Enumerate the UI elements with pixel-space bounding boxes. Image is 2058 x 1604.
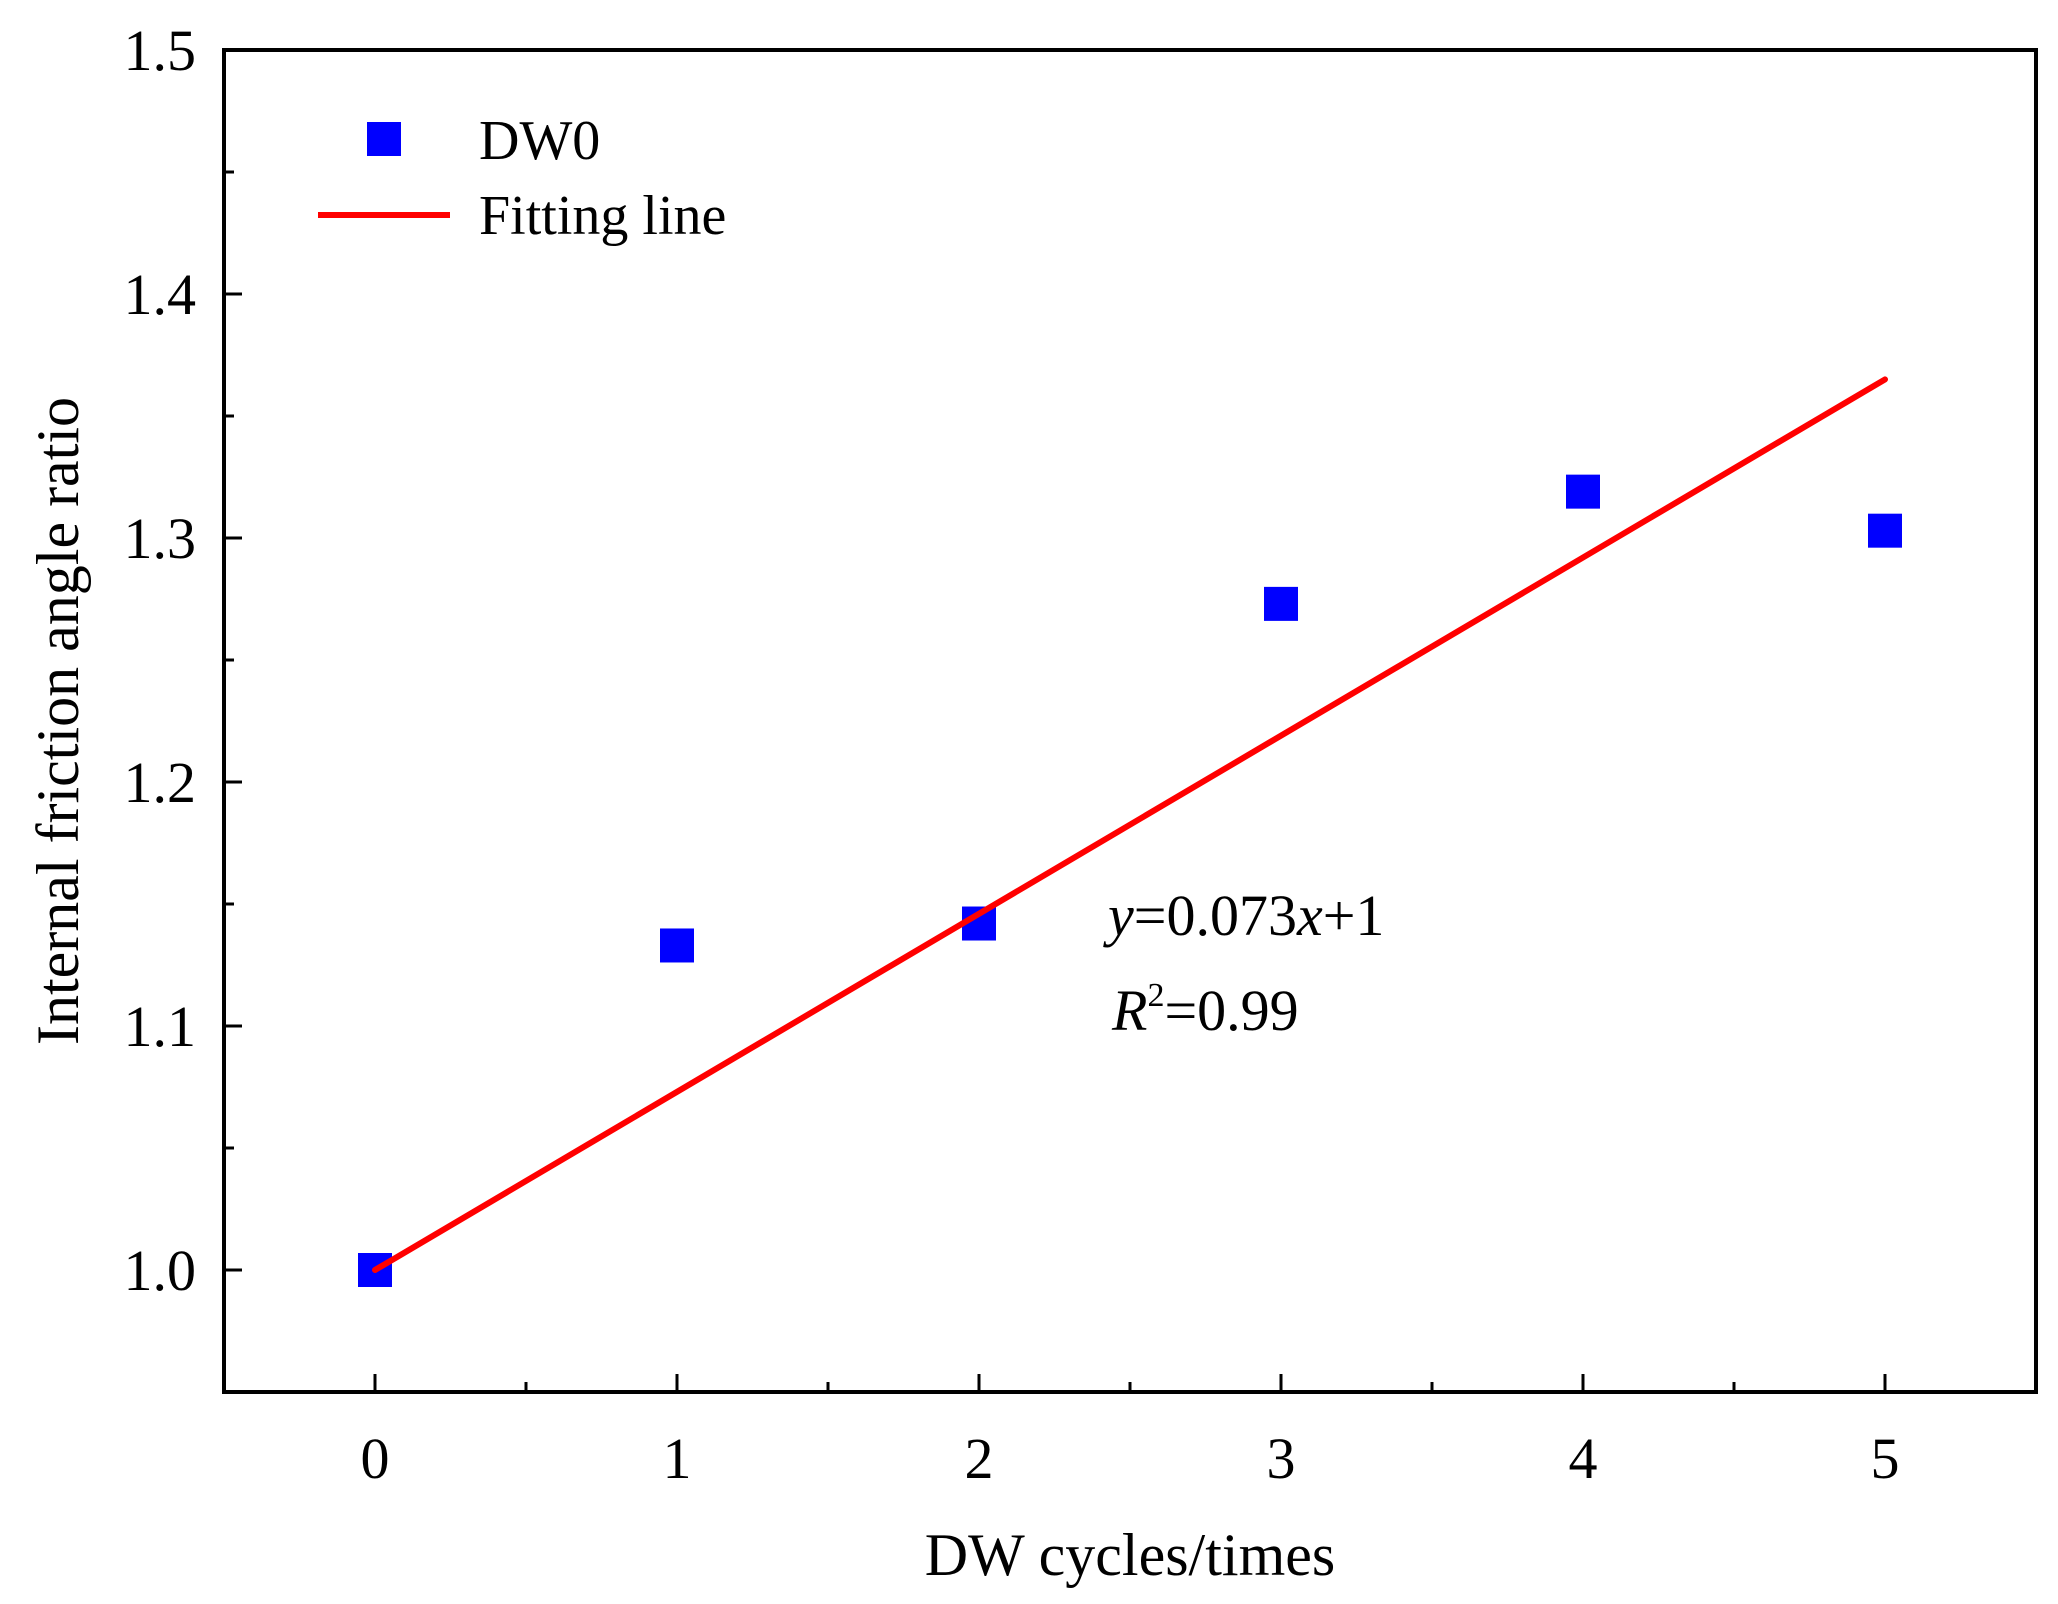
series-layer (358, 376, 1902, 1287)
x-tick-label: 0 (361, 1426, 390, 1491)
fitting-line (372, 376, 1888, 1273)
x-tick-label: 1 (663, 1426, 692, 1491)
y-tick-label: 1.1 (124, 994, 197, 1059)
fit-r-squared: R2=0.99 (1111, 977, 1299, 1043)
fit-equation-y: y (1103, 883, 1134, 948)
x-axis-ticks: 0 1 2 3 4 5 (361, 1374, 1900, 1491)
fit-equation-x: x (1296, 883, 1323, 948)
x-tick-label: 4 (1569, 1426, 1598, 1491)
x-axis-title: DW cycles/times (925, 1522, 1335, 1588)
plot-frame (222, 48, 2038, 1394)
y-axis-title: Internal friction angle ratio (25, 397, 91, 1045)
legend-label-dw0: DW0 (479, 110, 600, 172)
y-tick-label: 1.0 (124, 1238, 197, 1303)
x-tick-label: 2 (965, 1426, 994, 1491)
y-tick-label: 1.2 (124, 750, 197, 815)
fit-equation-coef: =0.073 (1134, 883, 1297, 948)
y-tick-label: 1.5 (124, 18, 197, 83)
data-point-dw0 (1566, 474, 1600, 509)
x-tick-label: 5 (1871, 1426, 1900, 1491)
y-tick-label: 1.3 (124, 506, 197, 571)
data-point-dw0 (660, 928, 694, 963)
x-tick-label: 3 (1267, 1426, 1296, 1491)
legend-marker-dw0 (367, 122, 401, 156)
r-squared-r: R (1111, 978, 1147, 1043)
fit-equation: y=0.073x+1 (1103, 883, 1384, 948)
r-squared-value: =0.99 (1164, 978, 1298, 1043)
r-squared-sup: 2 (1147, 977, 1164, 1014)
data-point-dw0 (1264, 586, 1298, 621)
data-point-dw0 (1868, 513, 1902, 548)
legend: DW0 Fitting line (318, 110, 726, 247)
y-axis-ticks: 1.0 1.1 1.2 1.3 1.4 1.5 (124, 18, 242, 1303)
legend-label-fitting-line: Fitting line (479, 185, 726, 247)
y-tick-label: 1.4 (124, 262, 197, 327)
fit-equation-intercept: +1 (1323, 883, 1385, 948)
